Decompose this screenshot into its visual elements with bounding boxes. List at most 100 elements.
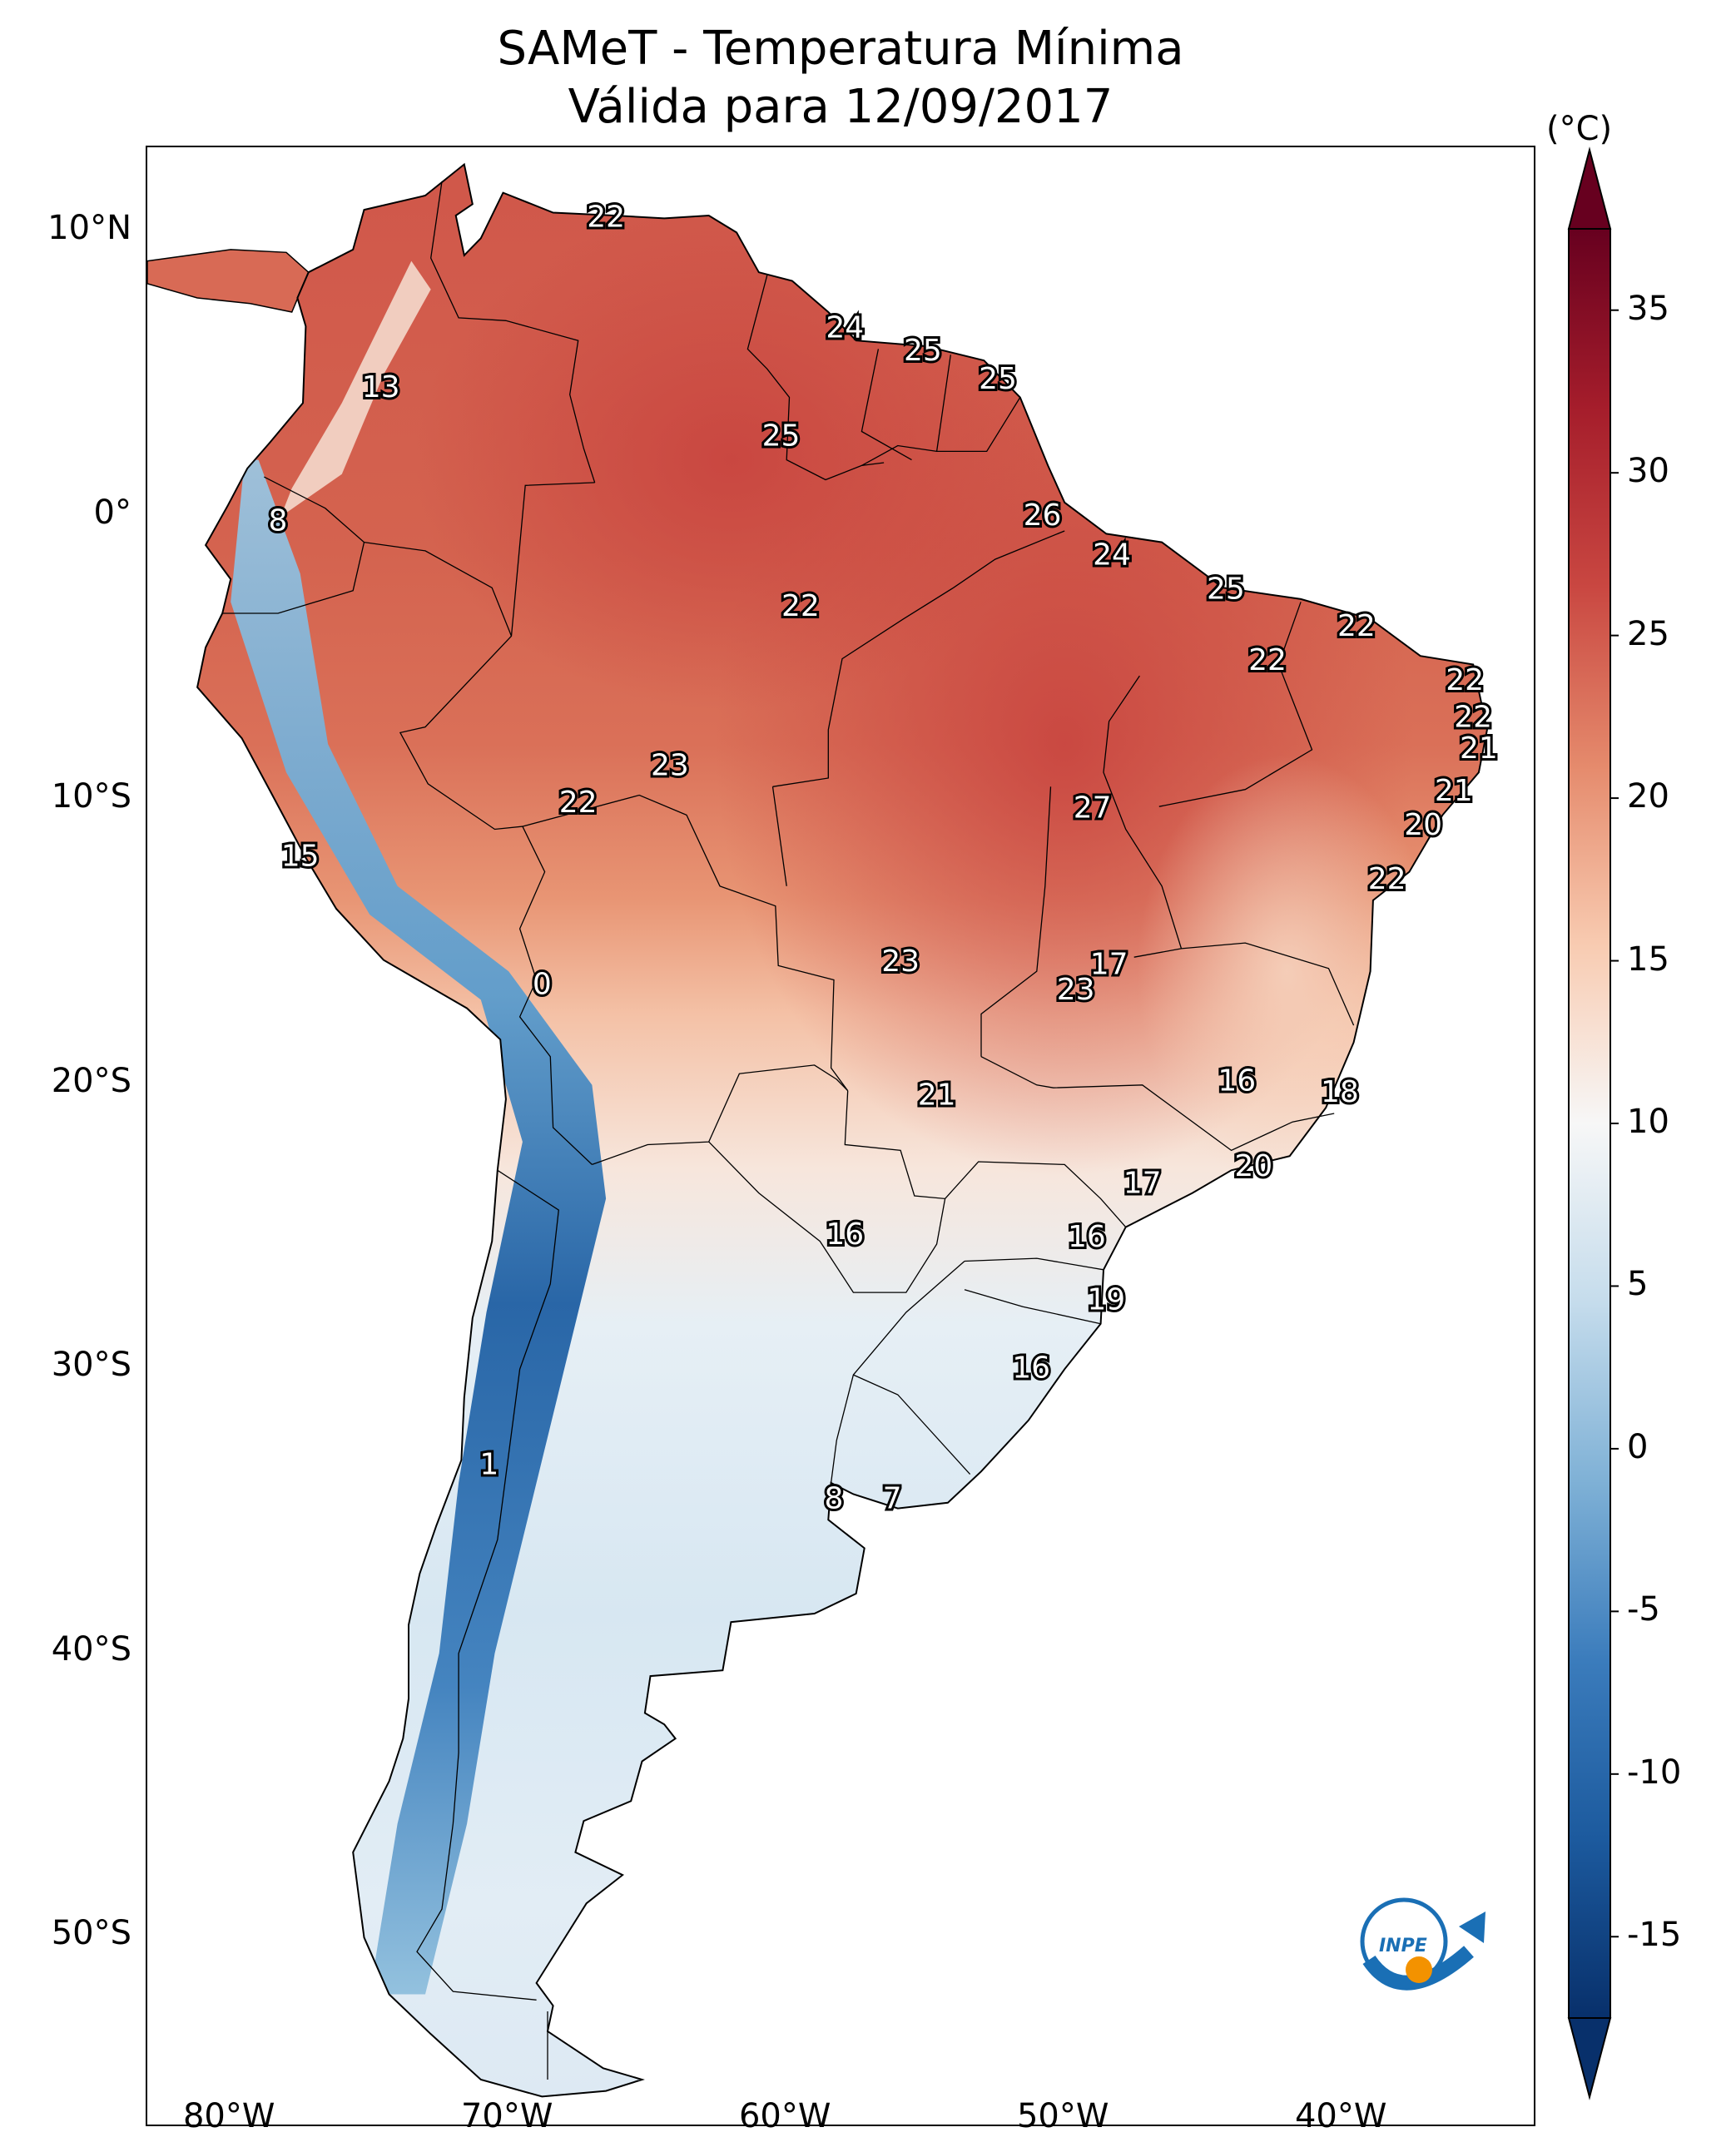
colorbar: [1567, 146, 1619, 2100]
temperature-label: 24: [826, 311, 864, 345]
border-line: [980, 786, 1052, 1057]
longitude-tick-label: 40°W: [1294, 2097, 1387, 2135]
colorbar-body: [1568, 228, 1611, 2019]
temperature-label: 22: [1337, 609, 1376, 643]
temperature-label: 21: [1435, 774, 1473, 808]
central-america: [147, 249, 310, 313]
temperature-label: 25: [1207, 573, 1245, 607]
colombian-andes: [280, 260, 431, 517]
temperature-label: 16: [826, 1217, 864, 1252]
border-line: [771, 786, 787, 886]
temperature-label: 13: [362, 370, 400, 404]
temperature-label: 20: [1234, 1149, 1272, 1183]
longitude-tick-label: 70°W: [460, 2097, 553, 2135]
temperature-label: 22: [1446, 663, 1484, 697]
temperature-label: 18: [1321, 1075, 1359, 1109]
colorbar-bottom-extend: [1567, 2017, 1612, 2100]
temperature-label: 25: [904, 334, 942, 368]
map-panel: 22 24 25 25 13 25 26 8 24 25 22 22 22 22 22 21 23 21 22 27 2…: [146, 146, 1535, 2126]
hot-region-north: [414, 210, 1048, 710]
border-line: [416, 1169, 559, 2001]
border-line: [1181, 942, 1355, 1026]
temperature-label: 20: [1404, 808, 1442, 842]
colorbar-unit: (°C): [1546, 110, 1613, 148]
temperature-label: 23: [651, 748, 689, 782]
temperature-field: [147, 162, 1488, 2098]
colorbar-tick-label: -10: [1627, 1753, 1682, 1792]
temperature-label: 16: [1012, 1351, 1050, 1385]
temperature-label: 24: [1093, 538, 1131, 573]
map-subtitle: Válida para 12/09/2017: [568, 80, 1114, 134]
colorbar-tick-label: -15: [1627, 1916, 1682, 1955]
temperature-label: 21: [918, 1078, 956, 1113]
colorbar-tick-label: 5: [1627, 1265, 1649, 1304]
temperature-label: 23: [1057, 973, 1095, 1007]
temperature-label: 25: [979, 362, 1017, 396]
temperature-label: 1: [479, 1447, 498, 1481]
temperature-label: 16: [1068, 1220, 1106, 1254]
temperature-label: 15: [281, 840, 320, 874]
map-title: SAMeT - Temperatura Mínima: [497, 22, 1184, 76]
colorbar-tick-label: 20: [1627, 777, 1669, 816]
temperature-label: 0: [533, 967, 552, 1001]
coastline: [196, 162, 1488, 2098]
temperature-label: 27: [1074, 791, 1112, 826]
temperature-label: 19: [1087, 1282, 1125, 1316]
temperature-label: 23: [881, 945, 920, 979]
temperature-label: 8: [825, 1481, 844, 1515]
colorbar-top-extend: [1567, 146, 1612, 230]
temperature-label: 17: [1090, 947, 1128, 981]
latitude-tick-label: 30°S: [51, 1346, 131, 1385]
colorbar-tick-label: 30: [1627, 452, 1669, 491]
temperature-label: 22: [559, 786, 598, 820]
temperature-label: 25: [762, 419, 801, 453]
latitude-tick-label: 10°S: [51, 777, 131, 816]
temperature-label: 26: [1024, 498, 1062, 533]
border-line: [861, 444, 937, 466]
colorbar-tick-label: -5: [1627, 1590, 1660, 1629]
temperature-label: 22: [1454, 700, 1492, 734]
longitude-tick-label: 50°W: [1016, 2097, 1109, 2135]
colorbar-tick-label: 35: [1627, 289, 1669, 328]
colorbar-tick-label: 25: [1627, 614, 1669, 653]
longitude-tick-label: 60°W: [738, 2097, 831, 2135]
border-line: [980, 1056, 1335, 1152]
country-borders: [222, 181, 1355, 2080]
cool-highlands: [1137, 755, 1437, 1188]
colorbar-tick-label: 0: [1627, 1427, 1649, 1466]
border-line: [746, 275, 885, 481]
border-line: [522, 794, 849, 1092]
latitude-tick-label: 50°S: [51, 1914, 131, 1953]
border-line: [945, 1161, 1127, 1228]
border-line: [430, 181, 596, 483]
border-line: [1158, 602, 1313, 807]
colorbar-tick-label: 10: [1627, 1103, 1669, 1141]
logo-text: INPE: [1379, 1936, 1427, 1956]
temperature-label: 17: [1123, 1166, 1162, 1200]
inpe-logo: INPE: [1360, 1897, 1486, 1991]
border-line: [772, 530, 1065, 787]
temperature-label: 22: [1368, 862, 1406, 896]
temperature-label: 22: [781, 589, 820, 623]
temperature-label: 7: [883, 1481, 902, 1515]
border-line: [935, 355, 1021, 453]
temperature-label: 22: [1248, 643, 1287, 677]
border-line: [592, 1064, 849, 1166]
colorbar-tick-label: 15: [1627, 940, 1669, 979]
latitude-tick-label: 0°: [93, 493, 131, 532]
longitude-tick-label: 80°W: [182, 2097, 275, 2135]
temperature-label: 22: [587, 200, 625, 234]
border-line: [853, 1374, 971, 1475]
border-line: [964, 1257, 1104, 1271]
border-line: [708, 1090, 946, 1293]
temperature-label: 21: [1460, 731, 1498, 766]
border-line: [861, 349, 912, 461]
border-line: [222, 476, 365, 614]
temperature-label: 8: [269, 504, 288, 538]
temperature-label: 16: [1218, 1064, 1256, 1098]
latitude-tick-label: 40°S: [51, 1629, 131, 1669]
border-line: [364, 541, 513, 637]
latitude-tick-label: 20°S: [51, 1061, 131, 1100]
